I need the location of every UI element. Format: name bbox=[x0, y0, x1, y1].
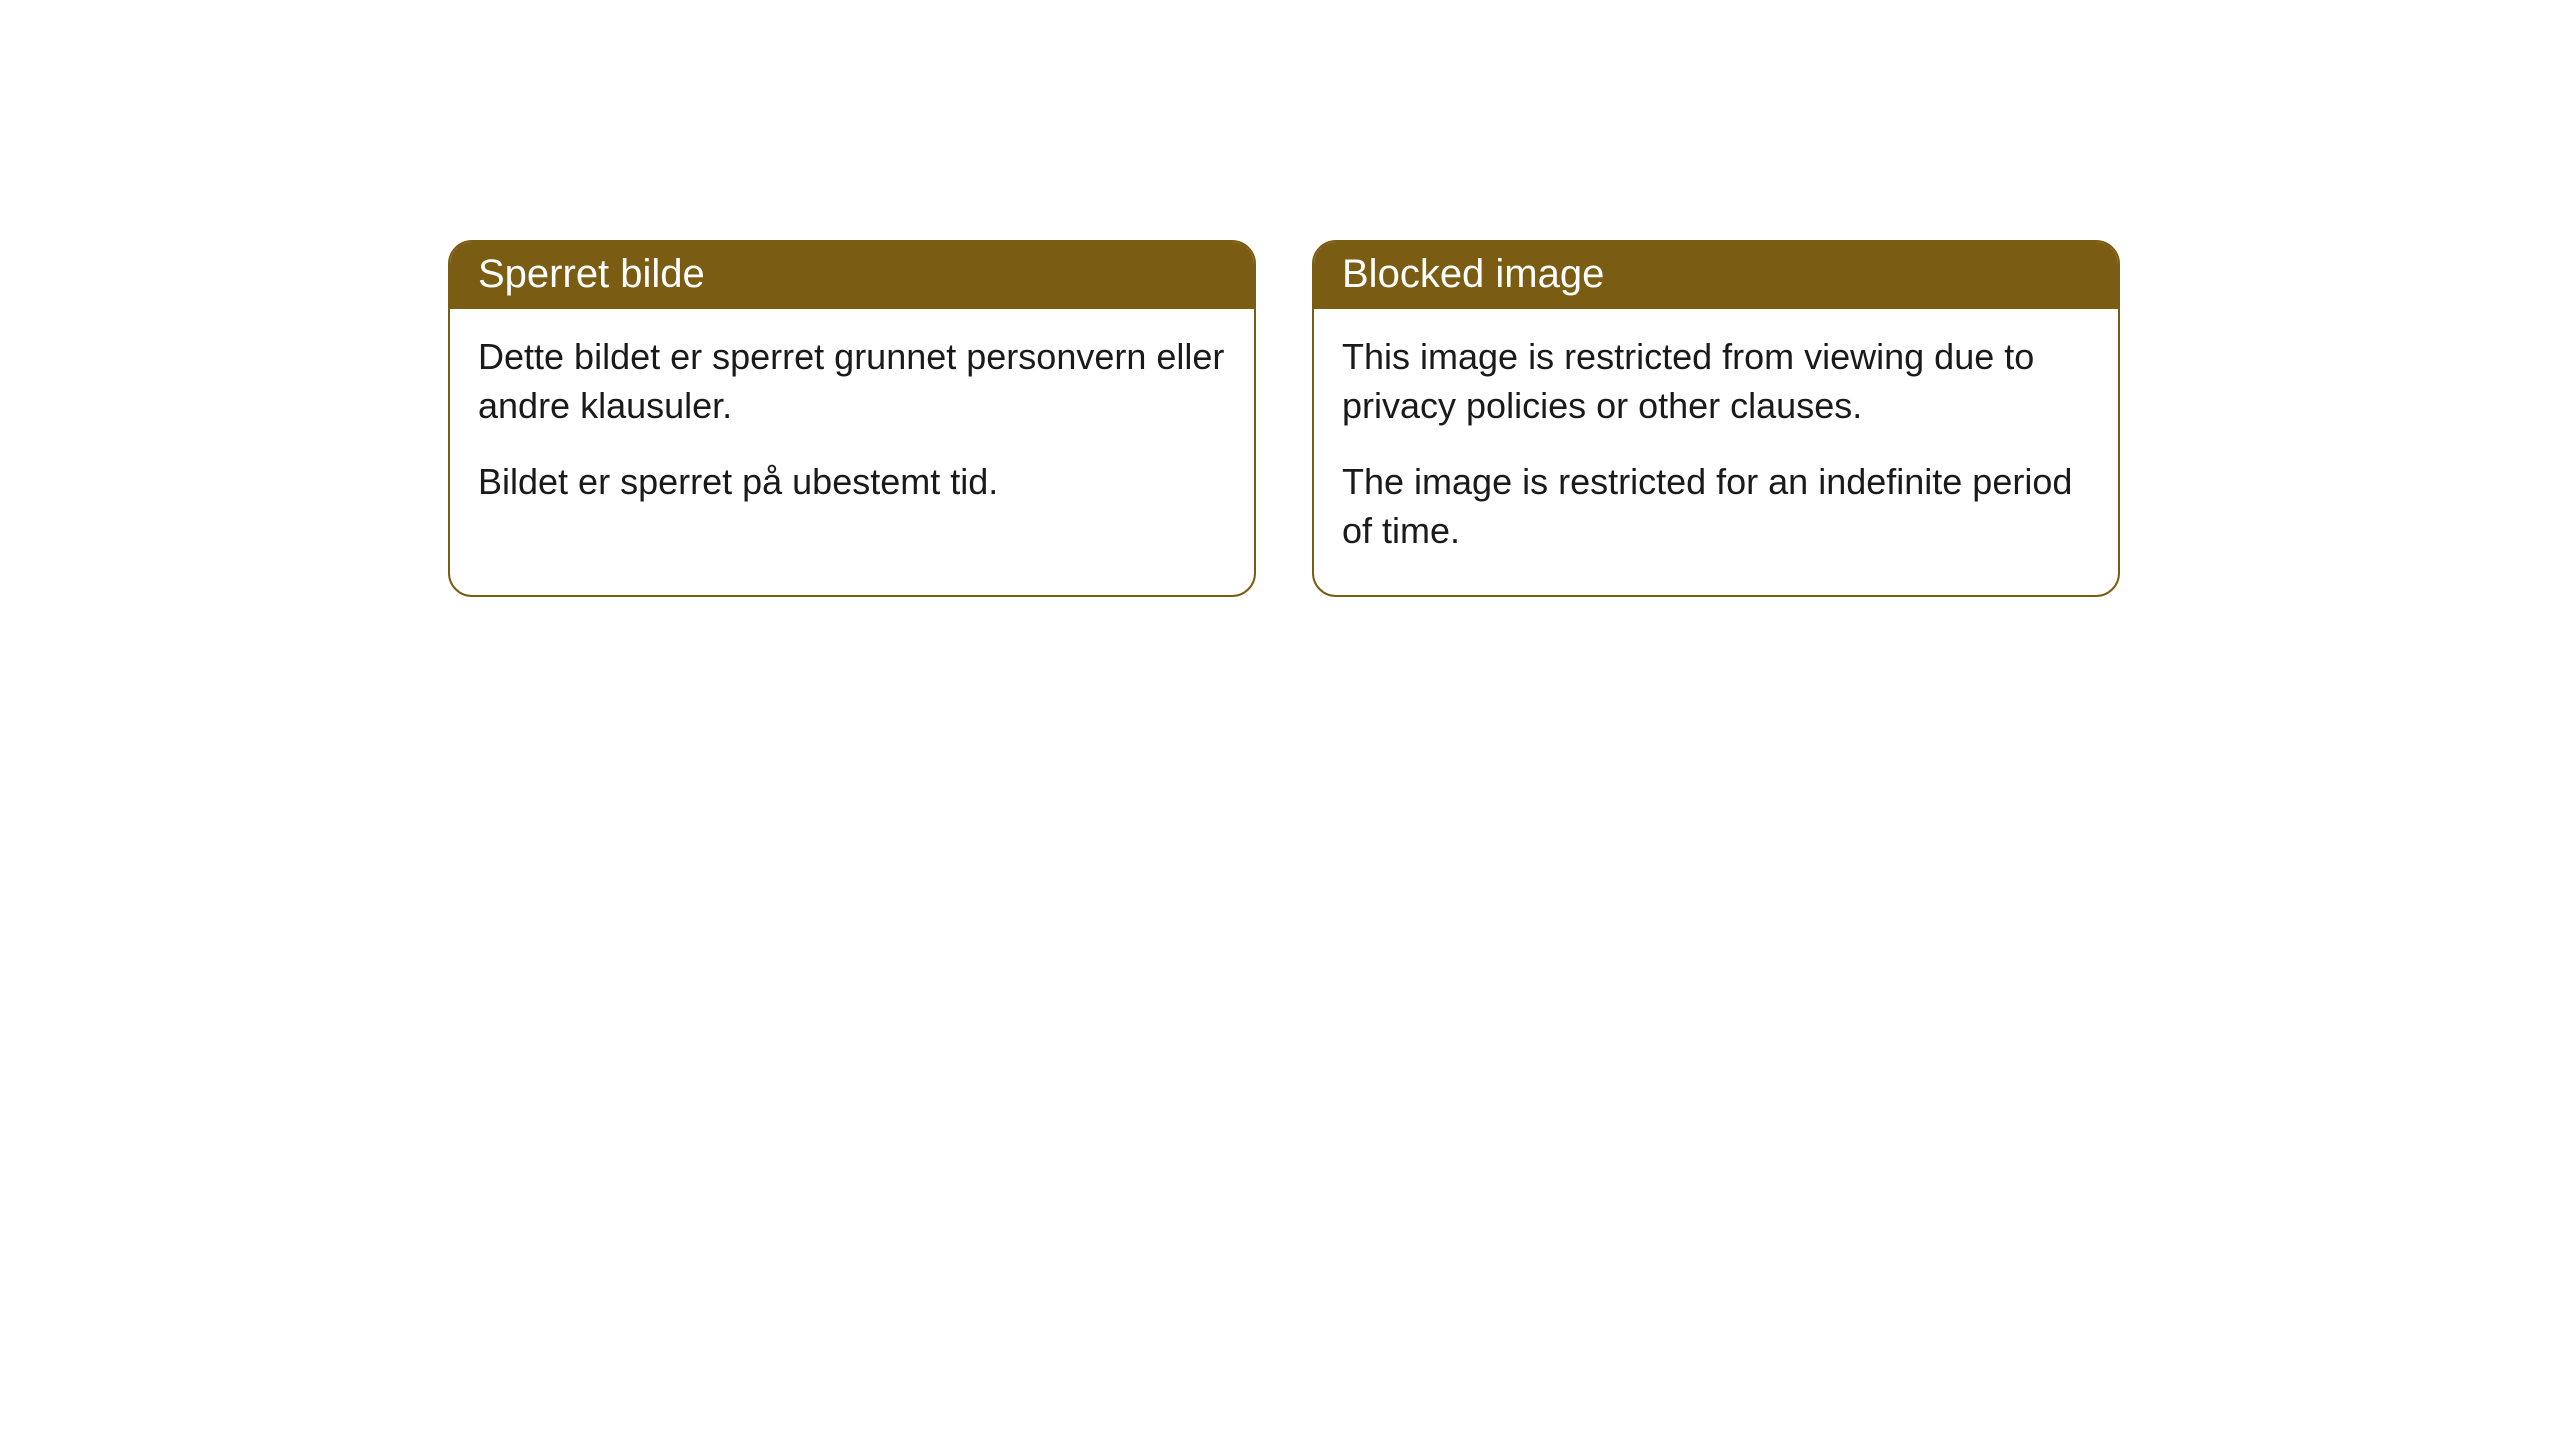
card-title: Sperret bilde bbox=[478, 252, 705, 296]
notice-card-english: Blocked image This image is restricted f… bbox=[1312, 240, 2120, 597]
notice-card-norwegian: Sperret bilde Dette bildet er sperret gr… bbox=[448, 240, 1256, 597]
card-paragraph-1: This image is restricted from viewing du… bbox=[1342, 333, 2090, 430]
card-paragraph-2: The image is restricted for an indefinit… bbox=[1342, 458, 2090, 555]
card-title: Blocked image bbox=[1342, 252, 1604, 296]
card-header: Sperret bilde bbox=[450, 242, 1254, 309]
card-paragraph-1: Dette bildet er sperret grunnet personve… bbox=[478, 333, 1226, 430]
card-header: Blocked image bbox=[1314, 242, 2118, 309]
card-body: This image is restricted from viewing du… bbox=[1314, 309, 2118, 595]
card-body: Dette bildet er sperret grunnet personve… bbox=[450, 309, 1254, 547]
card-paragraph-2: Bildet er sperret på ubestemt tid. bbox=[478, 458, 1226, 507]
notice-cards-container: Sperret bilde Dette bildet er sperret gr… bbox=[448, 240, 2120, 597]
